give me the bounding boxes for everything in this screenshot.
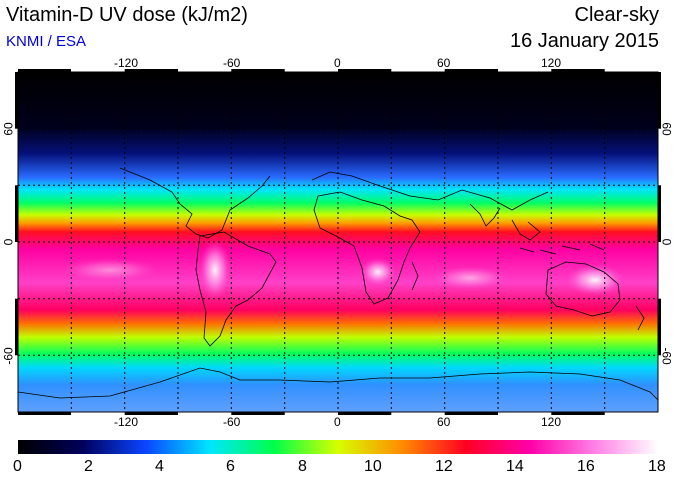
colorbar-label: 8 bbox=[298, 458, 307, 475]
lon-tick-bottom: -60 bbox=[223, 415, 241, 429]
sky-condition-label: Clear-sky bbox=[574, 4, 659, 26]
lat-tick-left: 0 bbox=[1, 238, 16, 246]
antarctica-coast bbox=[18, 367, 658, 401]
lon-tick-bottom: 0 bbox=[334, 415, 341, 429]
lat-tick-right: 60 bbox=[659, 122, 674, 136]
colorbar bbox=[18, 440, 658, 454]
eurasia-coast bbox=[311, 171, 549, 211]
lon-tick-bottom: -120 bbox=[114, 415, 139, 429]
uv-hotspots bbox=[60, 240, 625, 300]
lon-tick-top: -60 bbox=[223, 56, 241, 70]
madagascar bbox=[411, 261, 419, 291]
south-america-coast bbox=[195, 231, 277, 347]
lat-tick-right: 0 bbox=[659, 238, 674, 246]
map-title: Vitamin-D UV dose (kJ/m2) bbox=[6, 4, 248, 26]
lat-tick-right: -60 bbox=[659, 347, 674, 365]
colorbar-label: 16 bbox=[577, 458, 595, 475]
colorbar-label: 0 bbox=[13, 458, 22, 475]
lon-tick-top: -120 bbox=[114, 56, 139, 70]
lon-tick-bottom: 60 bbox=[437, 415, 451, 429]
lon-tick-top: 0 bbox=[334, 56, 341, 70]
colorbar-label: 4 bbox=[155, 458, 164, 475]
indian-subcontinent bbox=[469, 203, 501, 227]
lon-tick-top: 120 bbox=[541, 56, 562, 70]
colorbar-label: 10 bbox=[364, 458, 382, 475]
africa-coast bbox=[313, 191, 421, 305]
colorbar-label: 14 bbox=[506, 458, 524, 475]
lat-tick-left: 60 bbox=[1, 122, 16, 136]
graticule bbox=[18, 72, 658, 412]
lon-tick-top: 60 bbox=[437, 56, 451, 70]
lon-tick-bottom: 120 bbox=[541, 415, 562, 429]
indonesia-islands bbox=[519, 243, 605, 255]
source-label: KNMI / ESA bbox=[6, 33, 87, 50]
colorbar-label: 18 bbox=[648, 458, 666, 475]
colorbar-label: 6 bbox=[226, 458, 235, 475]
lat-tick-left: -60 bbox=[1, 347, 16, 365]
colorbar-label: 2 bbox=[84, 458, 93, 475]
australia-coast bbox=[545, 261, 621, 317]
southeast-asia bbox=[511, 219, 541, 241]
frame-scale-bars bbox=[15, 69, 661, 415]
colorbar-label: 12 bbox=[435, 458, 453, 475]
coastlines bbox=[18, 167, 658, 401]
new-zealand bbox=[635, 305, 645, 331]
date-label: 16 January 2015 bbox=[509, 30, 659, 52]
north-america-coast bbox=[119, 167, 271, 239]
